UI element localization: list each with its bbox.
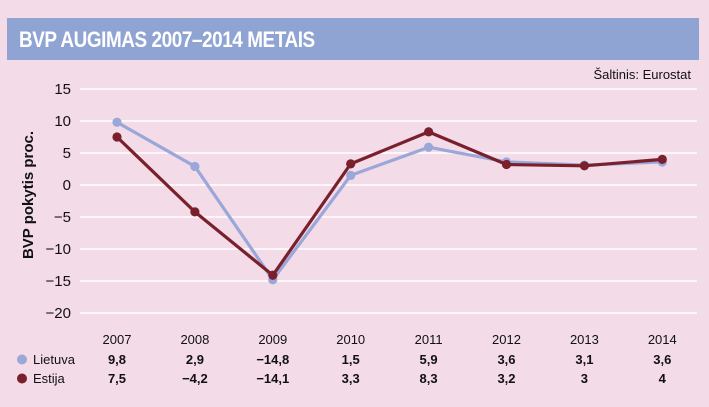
x-tick-label: 2011	[415, 332, 443, 347]
data-label-lietuva: 3,6	[653, 352, 671, 367]
legend-label-estija: Estija	[33, 371, 66, 386]
y-tick-label: 15	[54, 81, 71, 98]
data-label-estija: −4,2	[182, 371, 208, 386]
data-table: Lietuva 9,8 2,9 −14,8 1,5 5,9 3,6 3,1 3,6 Estija 7…	[17, 352, 671, 386]
data-point-lietuva	[424, 142, 434, 152]
data-label-estija: 3,3	[342, 371, 360, 386]
data-label-lietuva: 3,1	[575, 352, 593, 367]
data-label-lietuva: 9,8	[108, 352, 126, 367]
x-tick-label: 2010	[336, 332, 365, 347]
y-tick-label: 5	[63, 145, 71, 162]
data-point-estija	[579, 161, 590, 171]
data-label-lietuva: 5,9	[420, 352, 438, 367]
series-line-estija	[115, 130, 663, 277]
y-axis-ticks: 15 10 5 0 −5 −10 −15 −20	[46, 81, 71, 322]
y-tick-label: −15	[46, 273, 71, 290]
series-lines	[112, 117, 667, 285]
data-point-lietuva	[112, 117, 122, 127]
data-point-estija	[424, 127, 434, 137]
y-tick-label: −10	[46, 241, 71, 258]
x-tick-label: 2007	[103, 332, 132, 347]
x-axis-labels: 2007 2008 2009 2010 2011 2012 2013 2014	[103, 332, 677, 347]
y-axis-label: BVP pokytis proc.	[20, 131, 37, 259]
data-label-estija: 3	[581, 371, 588, 386]
data-label-estija: 7,5	[108, 371, 126, 386]
data-label-estija: 3,2	[497, 371, 515, 386]
data-point-estija	[346, 159, 356, 169]
x-tick-label: 2008	[180, 332, 209, 347]
y-tick-label: −20	[46, 305, 71, 322]
x-tick-label: 2014	[648, 332, 677, 347]
data-label-estija: 4	[659, 371, 667, 386]
data-point-estija	[657, 154, 667, 164]
x-tick-label: 2012	[492, 332, 521, 347]
title-bar: BVP AUGIMAS 2007–2014 METAIS	[7, 18, 699, 60]
legend-marker-lietuva	[17, 354, 27, 365]
data-label-estija: −14,1	[256, 371, 289, 386]
data-label-lietuva: 2,9	[186, 352, 204, 367]
data-point-lietuva	[190, 161, 200, 172]
source-note: Šaltinis: Eurostat	[593, 67, 691, 82]
x-tick-label: 2013	[570, 332, 599, 347]
data-label-lietuva: 3,6	[497, 352, 515, 367]
x-tick-label: 2009	[258, 332, 287, 347]
data-label-lietuva: −14,8	[256, 352, 289, 367]
data-label-lietuva: 1,5	[342, 352, 360, 367]
data-point-estija	[190, 207, 200, 217]
legend-label-lietuva: Lietuva	[33, 352, 76, 367]
data-label-estija: 8,3	[420, 371, 438, 386]
grid-lines	[80, 88, 697, 314]
data-point-lietuva	[346, 170, 356, 180]
y-tick-label: −5	[54, 209, 71, 226]
data-point-estija	[112, 132, 122, 142]
data-point-estija	[268, 270, 278, 280]
y-tick-label: 0	[63, 177, 71, 194]
series-line-lietuva	[116, 120, 663, 282]
chart-title: BVP AUGIMAS 2007–2014 METAIS	[19, 27, 315, 52]
data-point-estija	[501, 159, 512, 170]
legend-marker-estija	[17, 373, 27, 384]
y-tick-label: 10	[54, 113, 71, 130]
